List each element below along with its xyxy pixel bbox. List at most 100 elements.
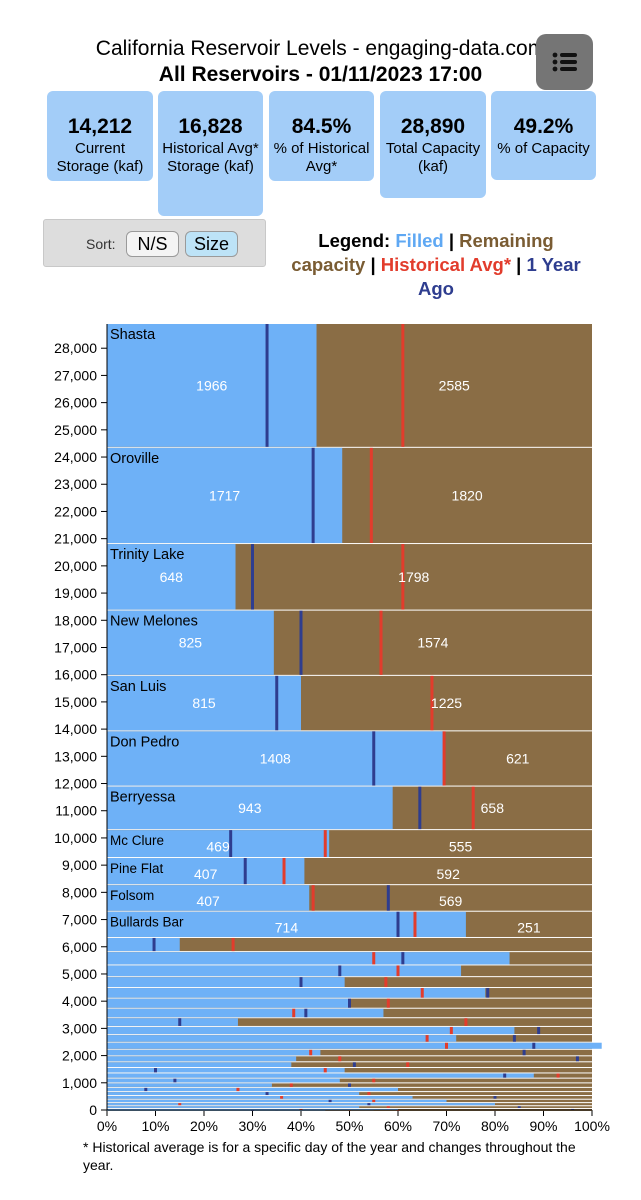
historical-marker xyxy=(372,952,376,965)
stat-label: Total Capacity (kaf) xyxy=(385,140,481,175)
historical-marker xyxy=(372,1099,376,1103)
y-tick-label: 13,000 xyxy=(54,748,97,764)
remaining-bar xyxy=(107,977,592,988)
historical-marker xyxy=(367,1092,371,1096)
remaining-bar xyxy=(107,1068,592,1073)
y-tick-label: 21,000 xyxy=(54,531,97,547)
x-tick-label: 70% xyxy=(432,1118,460,1134)
footnote: * Historical average is for a specific d… xyxy=(83,1139,576,1173)
x-tick-label: 90% xyxy=(529,1118,557,1134)
filled-bar xyxy=(107,675,301,731)
historical-marker xyxy=(420,988,424,998)
y-tick-label: 15,000 xyxy=(54,694,97,710)
reservoir-name: Mc Clure xyxy=(110,833,164,848)
menu-button[interactable] xyxy=(536,34,593,90)
remaining-value-label: 1798 xyxy=(398,569,429,585)
historical-marker xyxy=(401,544,405,610)
filled-bar xyxy=(107,731,444,786)
filled-bar xyxy=(107,1042,602,1049)
filled-bar xyxy=(107,830,330,857)
filled-bar xyxy=(107,911,466,937)
remaining-value-label: 658 xyxy=(481,800,505,816)
y-tick-label: 19,000 xyxy=(54,585,97,601)
page-subtitle: All Reservoirs - 01/11/2023 17:00 xyxy=(158,63,483,86)
filled-value-label: 1966 xyxy=(196,377,227,393)
filled-value-label: 407 xyxy=(196,893,220,909)
year-ago-marker xyxy=(243,857,247,885)
year-ago-marker xyxy=(575,1056,579,1062)
remaining-bar xyxy=(107,1049,592,1056)
stat-historical-storage: 16,828 Historical Avg* Storage (kaf) xyxy=(158,91,263,216)
filled-bar xyxy=(107,1049,321,1056)
y-tick-label: 10,000 xyxy=(54,830,97,846)
legend-filled: Filled xyxy=(395,230,444,251)
remaining-bar xyxy=(107,1056,592,1062)
historical-marker xyxy=(311,885,315,911)
year-ago-marker xyxy=(348,998,351,1008)
filled-bar xyxy=(107,1092,360,1096)
sort-size-button[interactable]: Size xyxy=(185,231,238,257)
x-tick-label: 100% xyxy=(574,1118,610,1134)
remaining-bar xyxy=(107,1078,592,1083)
x-tick-label: 40% xyxy=(287,1118,315,1134)
x-tick-label: 50% xyxy=(335,1118,363,1134)
legend: Legend: Filled | Remaining capacity | Hi… xyxy=(280,229,592,301)
remaining-bar xyxy=(107,1018,592,1026)
historical-marker xyxy=(556,1073,560,1078)
stat-value: 84.5% xyxy=(291,115,352,138)
filled-bar xyxy=(107,1083,272,1087)
reservoir-name: Oroville xyxy=(110,451,159,467)
y-tick-label: 27,000 xyxy=(54,367,97,383)
page-title: California Reservoir Levels - engaging-d… xyxy=(95,37,546,60)
historical-marker xyxy=(396,965,400,977)
stat-label: % of Historical Avg* xyxy=(273,140,370,175)
historical-marker xyxy=(471,786,475,830)
year-ago-marker xyxy=(571,1108,575,1110)
year-ago-marker xyxy=(328,1099,332,1103)
filled-bar xyxy=(107,1103,495,1106)
year-ago-marker xyxy=(396,911,400,937)
x-tick-label: 80% xyxy=(481,1118,509,1134)
legend-one-year-ago: 1 Year Ago xyxy=(418,254,581,299)
year-ago-marker xyxy=(311,447,315,544)
y-tick-label: 1,000 xyxy=(62,1075,97,1091)
filled-bar xyxy=(107,1096,413,1099)
stat-label: % of Capacity xyxy=(497,140,590,157)
y-tick-label: 18,000 xyxy=(54,612,97,628)
filled-bar xyxy=(107,937,180,952)
year-ago-marker xyxy=(367,1103,371,1106)
year-ago-marker xyxy=(517,1106,521,1108)
filled-bar xyxy=(107,610,274,675)
year-ago-marker xyxy=(352,1062,356,1068)
stat-value: 28,890 xyxy=(400,115,466,138)
year-ago-marker xyxy=(265,1092,269,1096)
year-ago-marker xyxy=(144,1087,148,1092)
filled-bar xyxy=(107,1073,534,1078)
year-ago-marker xyxy=(512,1035,516,1042)
filled-bar xyxy=(107,1062,292,1068)
historical-marker xyxy=(323,1068,327,1073)
year-ago-marker xyxy=(178,1018,182,1026)
remaining-value-label: 2585 xyxy=(439,377,470,393)
stat-value: 16,828 xyxy=(178,115,243,138)
sort-ns-button[interactable]: N/S xyxy=(126,231,179,257)
x-tick-label: 10% xyxy=(141,1118,169,1134)
remaining-value-label: 569 xyxy=(439,893,463,909)
x-tick-label: 0% xyxy=(97,1118,117,1134)
y-tick-label: 17,000 xyxy=(54,639,97,655)
historical-marker xyxy=(386,998,390,1008)
stat-label: Current Storage (kaf) xyxy=(56,140,144,175)
filled-value-label: 407 xyxy=(194,866,218,882)
y-tick-label: 23,000 xyxy=(54,476,97,492)
remaining-value-label: 1820 xyxy=(452,487,483,503)
legend-remaining: Remaining capacity xyxy=(291,230,554,275)
year-ago-marker xyxy=(251,544,254,610)
remaining-value-label: 1574 xyxy=(417,635,448,651)
remaining-value-label: 1225 xyxy=(431,695,462,711)
filled-value-label: 825 xyxy=(179,635,203,651)
year-ago-marker xyxy=(299,610,303,675)
filled-bar xyxy=(107,998,350,1008)
year-ago-marker xyxy=(486,988,490,998)
stat-total-capacity: 28,890 Total Capacity (kaf) xyxy=(380,91,486,198)
year-ago-marker xyxy=(338,965,342,977)
